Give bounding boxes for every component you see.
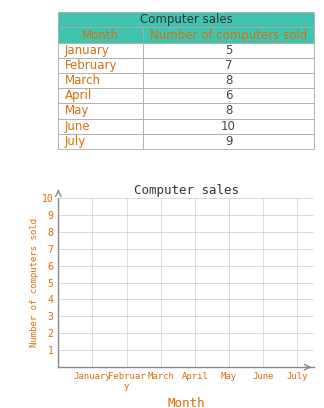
Title: Computer sales: Computer sales: [134, 184, 239, 197]
Text: May: May: [65, 104, 89, 118]
Bar: [143, 103, 314, 119]
Bar: [143, 73, 314, 88]
Bar: [58, 88, 143, 103]
Text: April: April: [65, 89, 92, 102]
Bar: [143, 88, 314, 103]
Text: January: January: [65, 44, 110, 57]
X-axis label: Month: Month: [168, 397, 205, 408]
Text: June: June: [65, 120, 91, 133]
Bar: [58, 119, 143, 134]
Text: July: July: [65, 135, 86, 148]
Bar: [143, 58, 314, 73]
Text: February: February: [65, 59, 118, 72]
Text: 7: 7: [225, 59, 232, 72]
Bar: [58, 42, 143, 58]
Text: 8: 8: [225, 74, 232, 87]
Text: 8: 8: [225, 104, 232, 118]
Bar: [58, 73, 143, 88]
Y-axis label: Number of computers sold: Number of computers sold: [30, 218, 39, 347]
Bar: [58, 58, 143, 73]
Text: 5: 5: [225, 44, 232, 57]
Text: 9: 9: [225, 135, 232, 148]
Text: 6: 6: [225, 89, 232, 102]
Bar: [58, 27, 143, 42]
Bar: [58, 103, 143, 119]
Text: March: March: [65, 74, 101, 87]
Bar: [143, 119, 314, 134]
Bar: [58, 134, 143, 149]
Bar: [143, 27, 314, 42]
Bar: [143, 134, 314, 149]
Text: Number of computers sold: Number of computers sold: [150, 29, 307, 42]
Bar: [58, 12, 314, 27]
Text: Computer sales: Computer sales: [140, 13, 233, 27]
Bar: [143, 42, 314, 58]
Text: 10: 10: [221, 120, 236, 133]
Text: Month: Month: [82, 29, 119, 42]
